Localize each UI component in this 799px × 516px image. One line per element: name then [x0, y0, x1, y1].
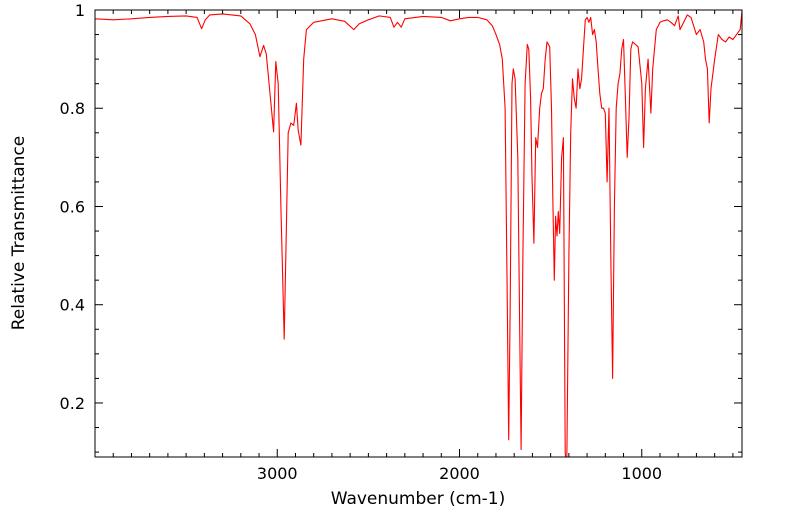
- plot-frame: [94, 9, 743, 458]
- y-tick-label: 0.4: [60, 296, 85, 315]
- axis-ticks: [95, 9, 742, 457]
- y-tick-label: 0.6: [60, 197, 85, 216]
- plot-area: [95, 10, 742, 457]
- y-tick-label: 0.2: [60, 394, 85, 413]
- x-tick-label: 3000: [257, 464, 298, 483]
- spectrum-line: [95, 10, 742, 457]
- axis-tick-labels: 3000 2000 1000 0.2 0.4 0.6 0.8 1: [60, 1, 663, 483]
- y-tick-label: 0.8: [60, 99, 85, 118]
- x-axis-title: Wavenumber (cm-1): [331, 489, 506, 509]
- y-axis-title: Relative Transmittance: [9, 136, 29, 331]
- x-tick-label: 1000: [621, 464, 662, 483]
- x-tick-label: 2000: [439, 464, 480, 483]
- y-tick-label: 1: [75, 1, 85, 20]
